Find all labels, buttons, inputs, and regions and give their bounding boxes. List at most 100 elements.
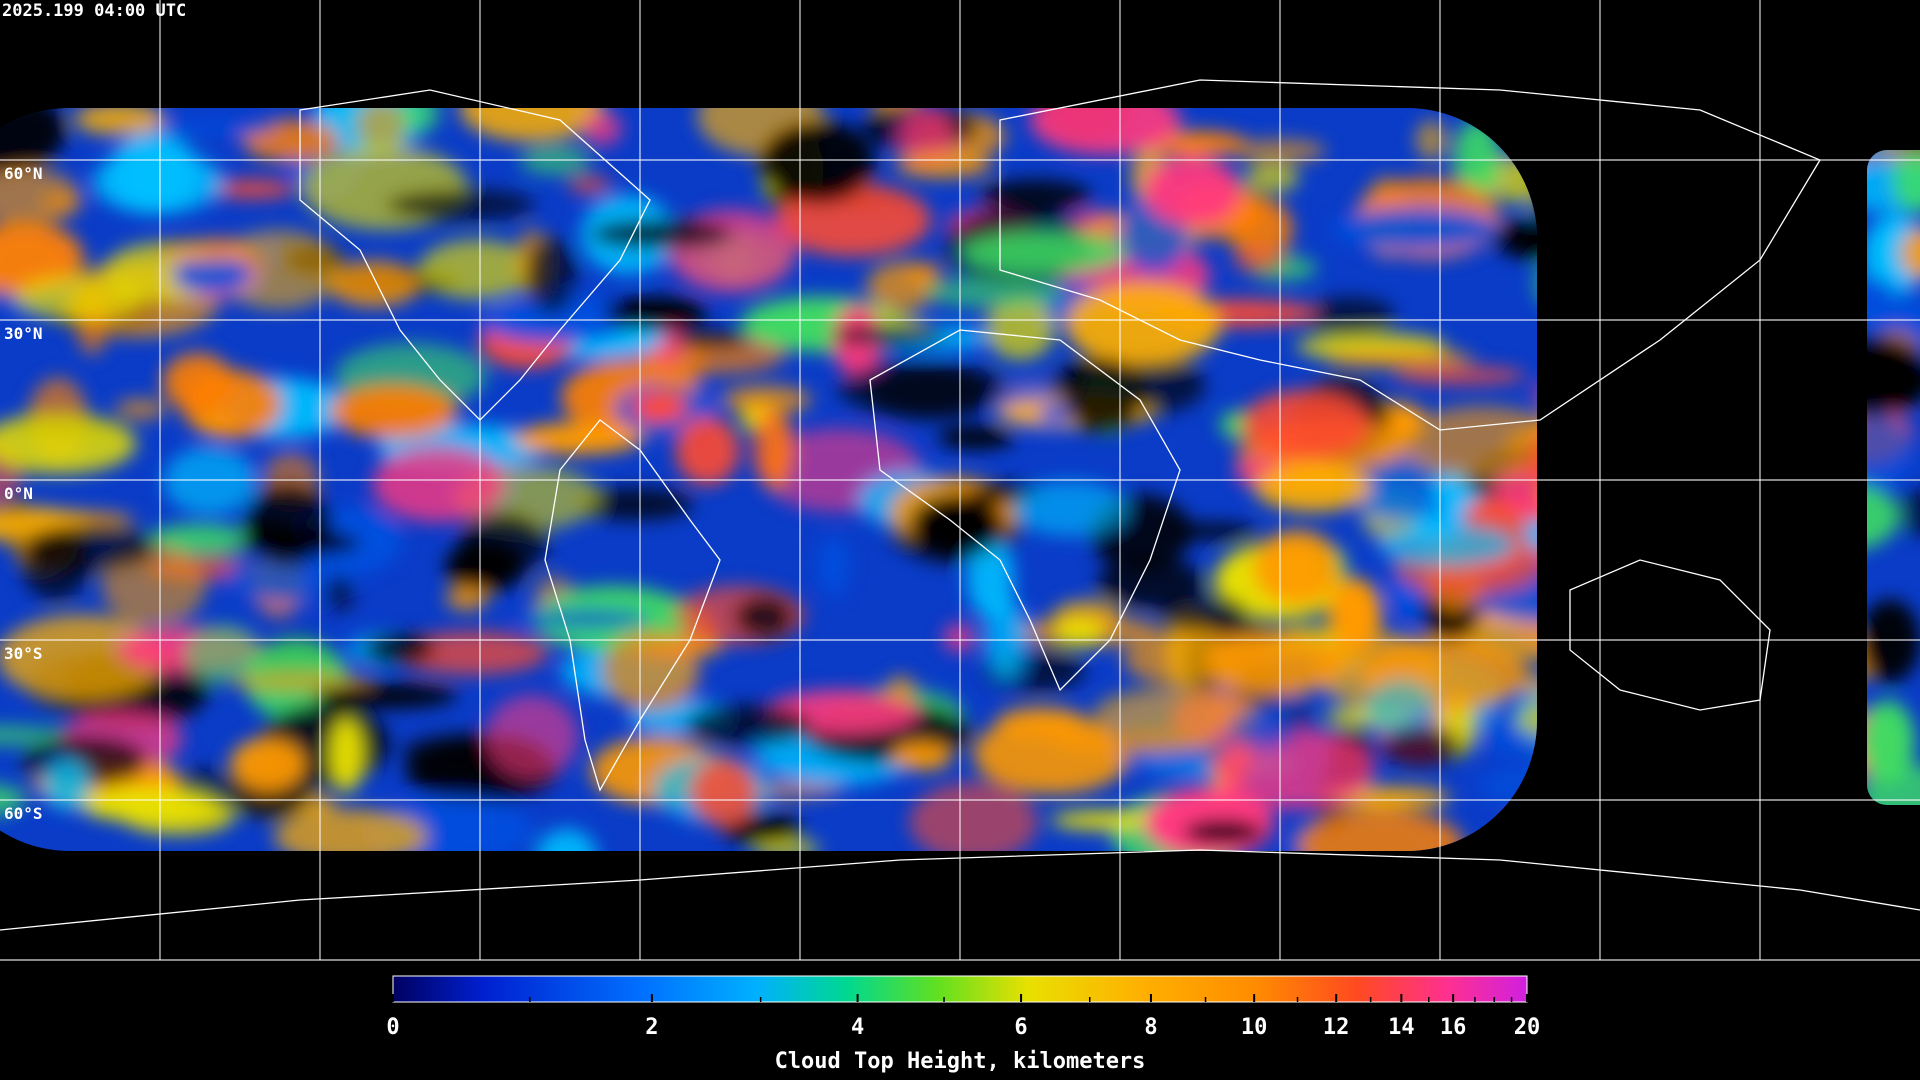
cloud-blob — [194, 415, 236, 432]
coastline — [544, 419, 721, 792]
colorbar-tick-label: 12 — [1323, 1015, 1350, 1040]
cloud-blob — [1203, 630, 1346, 696]
cloud-blob — [485, 694, 579, 779]
cloud-blob — [632, 392, 687, 423]
cloud-blob — [973, 714, 1132, 795]
cloud-blob — [568, 177, 612, 194]
cloud-blob — [1039, 403, 1071, 424]
colorbar-tick-label: 10 — [1241, 1015, 1268, 1040]
cloud-blob — [400, 108, 440, 134]
cloud-blob — [1159, 595, 1247, 632]
cloud-blob — [867, 365, 993, 421]
cloud-blob — [0, 221, 84, 296]
cloud-blob — [385, 188, 536, 222]
latitude-label: 60°N — [4, 164, 43, 183]
cloud-blob — [866, 262, 939, 310]
cloud-blob — [577, 487, 694, 521]
colorbar-tick-label: 20 — [1514, 1015, 1541, 1040]
cloud-blob — [985, 595, 1027, 681]
cloud-blob — [0, 614, 168, 701]
colorbar-tick-label: 0 — [386, 1015, 399, 1040]
cloud-blob — [216, 230, 341, 310]
cloud-blob — [1378, 525, 1516, 567]
cloud-blob — [273, 808, 428, 851]
cloud-blob — [943, 623, 975, 653]
colorbar-tick-label: 2 — [645, 1015, 658, 1040]
coastline — [299, 89, 651, 421]
cloud-blob — [1900, 227, 1920, 279]
cloud-blob — [1232, 139, 1327, 163]
colorbar-title: Cloud Top Height, kilometers — [775, 1049, 1146, 1074]
coastline — [0, 849, 1920, 931]
cloud-blob — [829, 324, 948, 347]
cloud-blob — [1245, 163, 1299, 193]
cloud-blob — [733, 594, 795, 640]
cloud-blob — [1064, 282, 1221, 366]
cloud-blob — [664, 331, 750, 348]
cloud-blob — [1254, 463, 1372, 512]
cloud-blob — [1324, 350, 1475, 367]
cloud-blob — [1391, 366, 1527, 385]
latitude-label: 0°N — [4, 484, 33, 503]
cloud-blob — [313, 683, 458, 709]
cloud-blob — [589, 218, 733, 250]
cloud-blob — [329, 383, 458, 439]
cloud-blob — [328, 260, 421, 307]
colorbar-tick-label: 6 — [1014, 1015, 1027, 1040]
colorbar-tick-label: 14 — [1388, 1015, 1415, 1040]
cloud-blob — [1097, 557, 1205, 609]
cloud-blob — [324, 575, 355, 612]
cloud-blob — [229, 737, 306, 791]
cloud-blob — [120, 794, 236, 835]
colorbar — [392, 975, 1528, 1003]
cloud-blob — [1366, 679, 1437, 738]
cloud-blob — [1053, 618, 1105, 646]
cloud-blob — [752, 839, 821, 851]
cloud-blob — [15, 275, 144, 321]
cloud-blob — [536, 828, 598, 851]
cloud-blob — [985, 297, 1056, 361]
colorbar-tick-label: 8 — [1144, 1015, 1157, 1040]
cloud-blob — [685, 704, 811, 746]
cloud-blob — [979, 179, 1091, 213]
cloud-blob — [171, 256, 253, 294]
cloud-blob — [1327, 577, 1382, 653]
latitude-label: 30°S — [4, 644, 43, 663]
cloud-blob — [909, 781, 1039, 851]
cloud-blob — [1143, 156, 1241, 227]
coastline — [999, 79, 1821, 431]
colorbar-tick-label: 16 — [1440, 1015, 1467, 1040]
cloud-blob — [1094, 687, 1261, 737]
cloud-blob — [209, 179, 296, 199]
cloud-blob — [1232, 248, 1284, 274]
cloud-blob — [1304, 296, 1396, 335]
cloud-blob — [1227, 708, 1301, 750]
cloud-blob — [328, 717, 364, 793]
cloud-blob — [1332, 207, 1499, 251]
cloud-blob — [228, 672, 373, 691]
cloud-blob — [0, 784, 26, 816]
cloud-blob — [513, 422, 643, 455]
cloud-blob — [1340, 454, 1460, 520]
cloud-blob — [1453, 119, 1501, 198]
cloud-blob — [1860, 700, 1915, 784]
cloud-blob — [605, 297, 707, 331]
cloud-blob — [0, 413, 137, 474]
cloud-blob — [239, 530, 361, 556]
cloud-blob — [721, 385, 812, 415]
cloud-blob — [362, 634, 437, 664]
cloud-blob — [42, 758, 91, 811]
cloud-blob — [891, 742, 953, 771]
cloud-blob — [355, 108, 408, 151]
cloud-blob — [925, 276, 1065, 309]
cloud-blob — [511, 607, 650, 630]
cloud-blob — [1401, 405, 1564, 479]
cloud-blob — [1381, 726, 1462, 768]
cloud-blob — [1012, 480, 1129, 537]
cloud-blob — [418, 239, 536, 300]
cloud-blob — [74, 108, 165, 136]
latitude-label: 60°S — [4, 804, 43, 823]
cloud-blob — [0, 725, 69, 745]
cloud-blob — [115, 398, 167, 420]
